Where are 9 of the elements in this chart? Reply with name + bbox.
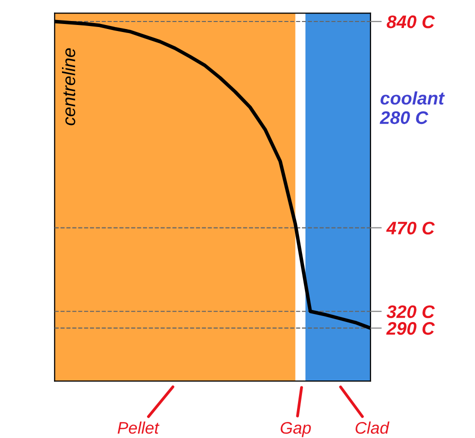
text: Pellet (118, 422, 160, 434)
text: Gap (280, 422, 311, 438)
y-tick-label: 840 C (386, 15, 435, 28)
y-tick-label: 320 C (386, 305, 435, 318)
text: coolant 280 C (380, 91, 445, 124)
text: Clad (356, 422, 390, 434)
annotation: centreline (62, 48, 76, 126)
y-tick-label: 290 C (386, 322, 435, 335)
y-tick-label: 470 C (386, 222, 435, 234)
